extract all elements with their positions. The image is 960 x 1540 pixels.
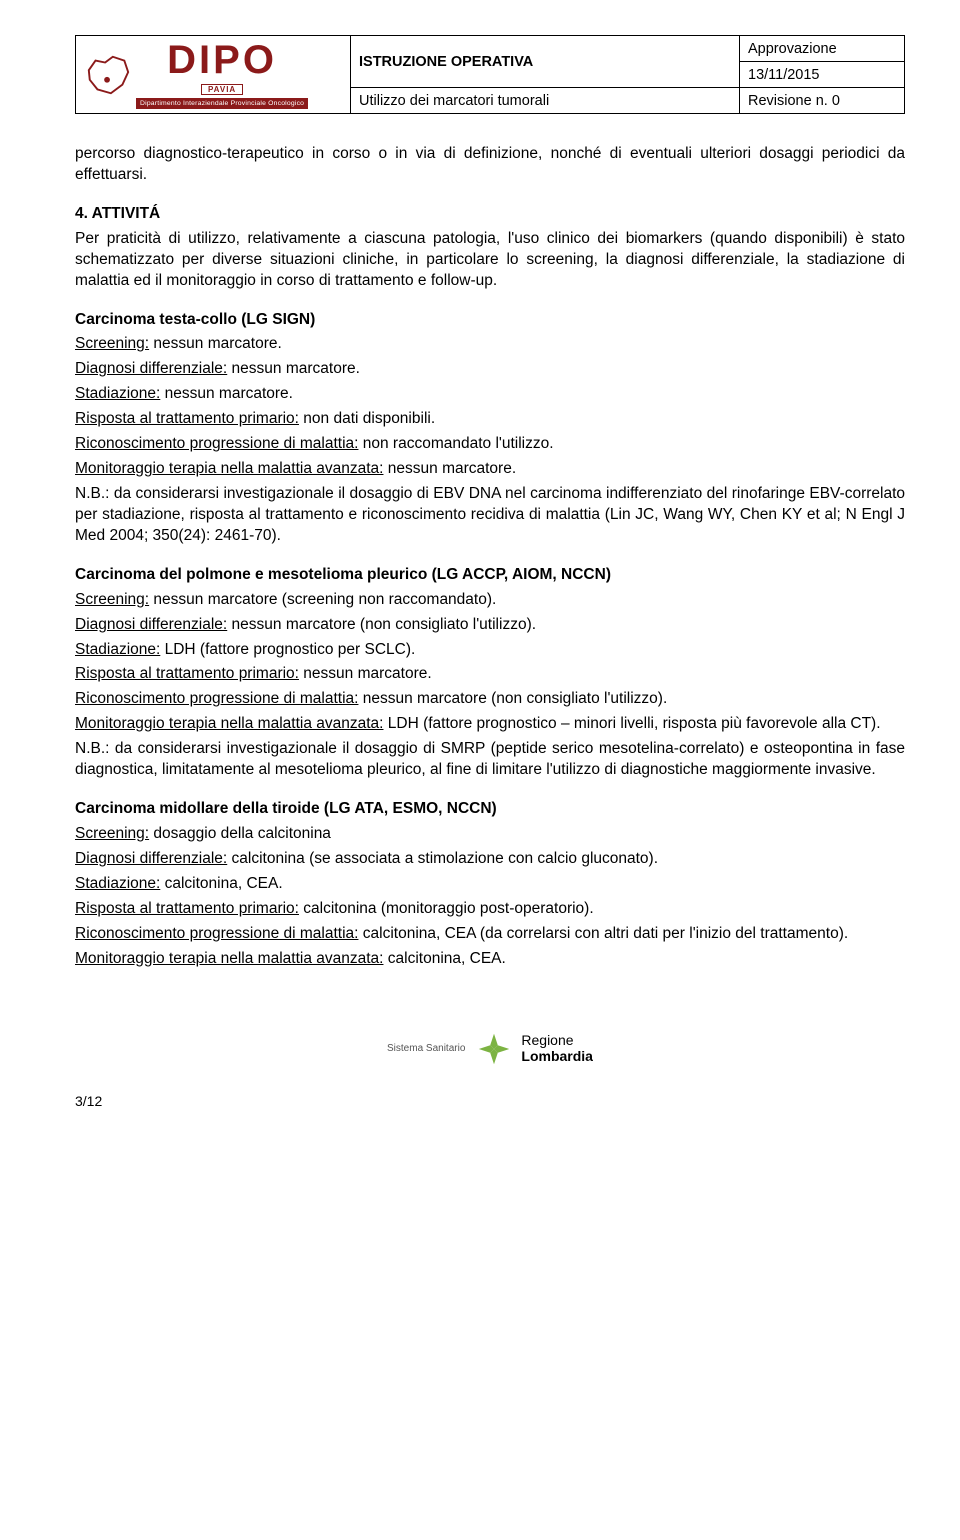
header-doc-title: Utilizzo dei marcatori tumorali <box>351 88 740 114</box>
carc2-l1-val: nessun marcatore (screening non raccoman… <box>149 591 496 608</box>
carc2-line: Screening: nessun marcatore (screening n… <box>75 590 905 611</box>
carc3-line: Stadiazione: calcitonina, CEA. <box>75 874 905 895</box>
intro-paragraph: percorso diagnostico-terapeutico in cors… <box>75 144 905 186</box>
carc2-l5-label: Riconoscimento progressione di malattia: <box>75 690 358 707</box>
carc1-l6-val: nessun marcatore. <box>383 460 516 477</box>
footer: Sistema Sanitario Regione Lombardia <box>75 1030 905 1068</box>
section-4-title: 4. ATTIVITÁ <box>75 204 905 225</box>
carc1-line: Stadiazione: nessun marcatore. <box>75 384 905 405</box>
carc1-line: Riconoscimento progressione di malattia:… <box>75 434 905 455</box>
logo-cell: DIPO PAVIA Dipartimento Interaziendale P… <box>76 36 351 114</box>
page-number: 3/12 <box>75 1093 905 1109</box>
lombardia-label: Lombardia <box>521 1049 593 1064</box>
carc2-l3-val: LDH (fattore prognostico per SCLC). <box>160 641 415 658</box>
carc3-l1-val: dosaggio della calcitonina <box>149 825 331 842</box>
header-approval-date: 13/11/2015 <box>740 62 905 88</box>
carc2-line: Risposta al trattamento primario: nessun… <box>75 664 905 685</box>
carc1-line: Risposta al trattamento primario: non da… <box>75 409 905 430</box>
carc3-line: Risposta al trattamento primario: calcit… <box>75 899 905 920</box>
carc1-l4-val: non dati disponibili. <box>299 410 435 427</box>
carc3-title: Carcinoma midollare della tiroide (LG AT… <box>75 799 905 820</box>
carc3-line: Diagnosi differenziale: calcitonina (se … <box>75 849 905 870</box>
carc2-line: Riconoscimento progressione di malattia:… <box>75 689 905 710</box>
regione-label: Regione <box>521 1033 593 1048</box>
carc3-l3-val: calcitonina, CEA. <box>160 875 282 892</box>
carc2-l6-label: Monitoraggio terapia nella malattia avan… <box>75 715 383 732</box>
document-body: percorso diagnostico-terapeutico in cors… <box>75 144 905 970</box>
carc2-title: Carcinoma del polmone e mesotelioma pleu… <box>75 565 905 586</box>
carc1-l5-label: Riconoscimento progressione di malattia: <box>75 435 358 452</box>
carc2-l6-val: LDH (fattore prognostico – minori livell… <box>383 715 880 732</box>
carc1-l3-val: nessun marcatore. <box>160 385 293 402</box>
carc2-l4-val: nessun marcatore. <box>299 665 432 682</box>
carc1-l6-label: Monitoraggio terapia nella malattia avan… <box>75 460 383 477</box>
carc3-l6-label: Monitoraggio terapia nella malattia avan… <box>75 950 383 967</box>
carc2-l1-label: Screening: <box>75 591 149 608</box>
header-table: DIPO PAVIA Dipartimento Interaziendale P… <box>75 35 905 114</box>
carc3-l4-val: calcitonina (monitoraggio post-operatori… <box>299 900 594 917</box>
carc2-l2-val: nessun marcatore (non consigliato l'util… <box>227 616 536 633</box>
carc3-line: Monitoraggio terapia nella malattia avan… <box>75 949 905 970</box>
carc1-title: Carcinoma testa-collo (LG SIGN) <box>75 310 905 331</box>
carc1-l4-label: Risposta al trattamento primario: <box>75 410 299 427</box>
section-4-body: Per praticità di utilizzo, relativamente… <box>75 229 905 292</box>
regione-lombardia-logo: Regione Lombardia <box>475 1030 593 1068</box>
carc3-line: Screening: dosaggio della calcitonina <box>75 824 905 845</box>
carc3-l3-label: Stadiazione: <box>75 875 160 892</box>
carc3-l5-val: calcitonina, CEA (da correlarsi con altr… <box>358 925 848 942</box>
carc1-l2-label: Diagnosi differenziale: <box>75 360 227 377</box>
carc3-l4-label: Risposta al trattamento primario: <box>75 900 299 917</box>
carc1-l1-label: Screening: <box>75 335 149 352</box>
map-icon <box>84 51 132 99</box>
carc1-line: Diagnosi differenziale: nessun marcatore… <box>75 359 905 380</box>
carc2-l3-label: Stadiazione: <box>75 641 160 658</box>
lombardia-icon <box>475 1030 513 1068</box>
carc1-l5-val: non raccomandato l'utilizzo. <box>358 435 553 452</box>
logo-pavia: PAVIA <box>201 84 243 95</box>
carc1-line: Monitoraggio terapia nella malattia avan… <box>75 459 905 480</box>
carc1-l1-val: nessun marcatore. <box>149 335 282 352</box>
logo-title: DIPO <box>136 40 308 80</box>
carc3-l2-val: calcitonina (se associata a stimolazione… <box>227 850 658 867</box>
lombardia-text: Regione Lombardia <box>521 1033 593 1064</box>
carc3-l5-label: Riconoscimento progressione di malattia: <box>75 925 358 942</box>
carc2-line: Monitoraggio terapia nella malattia avan… <box>75 714 905 735</box>
header-doc-type: ISTRUZIONE OPERATIVA <box>351 36 740 88</box>
carc3-l6-val: calcitonina, CEA. <box>383 950 505 967</box>
carc2-l4-label: Risposta al trattamento primario: <box>75 665 299 682</box>
carc1-l3-label: Stadiazione: <box>75 385 160 402</box>
carc3-l2-label: Diagnosi differenziale: <box>75 850 227 867</box>
carc1-line: Screening: nessun marcatore. <box>75 334 905 355</box>
carc1-nb: N.B.: da considerarsi investigazionale i… <box>75 484 905 547</box>
sistema-sanitario-label: Sistema Sanitario <box>387 1043 465 1054</box>
carc2-nb: N.B.: da considerarsi investigazionale i… <box>75 739 905 781</box>
carc2-line: Diagnosi differenziale: nessun marcatore… <box>75 615 905 636</box>
header-approval-label: Approvazione <box>740 36 905 62</box>
carc1-l2-val: nessun marcatore. <box>227 360 360 377</box>
carc3-l1-label: Screening: <box>75 825 149 842</box>
logo-subtitle: Dipartimento Interaziendale Provinciale … <box>136 98 308 109</box>
carc2-l2-label: Diagnosi differenziale: <box>75 616 227 633</box>
carc3-line: Riconoscimento progressione di malattia:… <box>75 924 905 945</box>
carc2-l5-val: nessun marcatore (non consigliato l'util… <box>358 690 667 707</box>
header-revision: Revisione n. 0 <box>740 88 905 114</box>
carc2-line: Stadiazione: LDH (fattore prognostico pe… <box>75 640 905 661</box>
